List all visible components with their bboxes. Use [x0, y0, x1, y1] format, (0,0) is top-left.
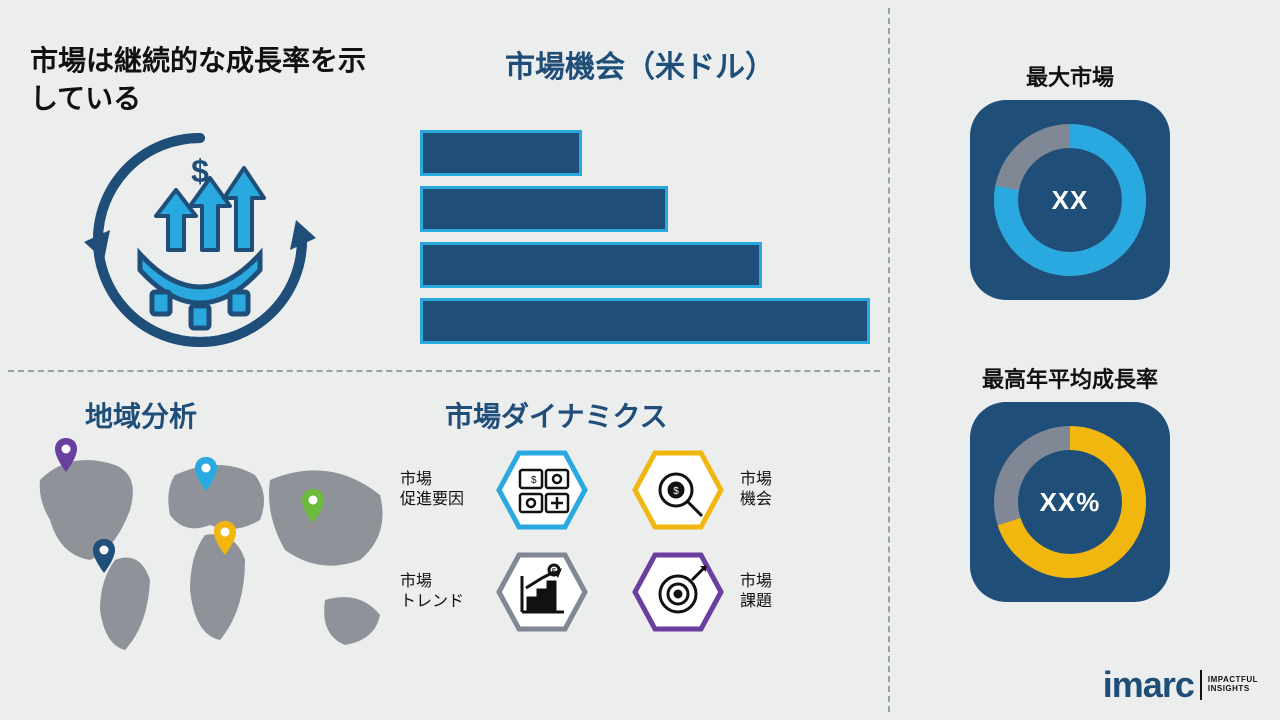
map-pin-icon: [302, 489, 324, 523]
vertical-divider: [888, 8, 890, 712]
horizontal-divider: [8, 370, 880, 372]
bar: [420, 130, 582, 176]
brand-logo: imarc IMPACTFUL INSIGHTS: [1103, 664, 1258, 706]
cagr-title: 最高年平均成長率: [940, 362, 1200, 394]
world-map: [20, 440, 400, 670]
svg-text:$: $: [552, 567, 557, 576]
bar: [420, 186, 668, 232]
dynamics-title: 市場ダイナミクス: [445, 395, 668, 435]
dynamics-label-challenge: 市場課題: [740, 572, 800, 612]
cagr-value: XX%: [1040, 487, 1101, 518]
largest-market-title: 最大市場: [940, 60, 1200, 92]
dynamics-label-drivers: 市場促進要因: [400, 470, 480, 510]
map-pin-icon: [93, 539, 115, 573]
dynamics-hex-drivers: $: [496, 450, 588, 530]
dynamics-label-trend: 市場トレンド: [400, 572, 480, 612]
bar: [420, 242, 762, 288]
dynamics-label-opportunity: 市場機会: [740, 470, 800, 510]
dynamics-grid: 市場促進要因 $ $ 市場機会 市場トレンド $ 市場課題: [400, 450, 880, 654]
svg-text:$: $: [673, 486, 679, 497]
logo-divider-icon: [1200, 670, 1202, 700]
dynamics-hex-trend: $: [496, 552, 588, 632]
dynamics-hex-challenge: [632, 552, 724, 632]
logo-tagline: IMPACTFUL INSIGHTS: [1208, 676, 1258, 694]
largest-market-tile: XX: [970, 100, 1170, 300]
logo-text: imarc: [1103, 664, 1194, 706]
svg-text:$: $: [531, 475, 537, 486]
dynamics-hex-opportunity: $: [632, 450, 724, 530]
cagr-tile: XX%: [970, 402, 1170, 602]
region-title: 地域分析: [85, 395, 197, 435]
bar: [420, 298, 870, 344]
growth-headline: 市場は継続的な成長率を示している: [30, 42, 380, 118]
map-pin-icon: [55, 438, 77, 472]
map-pin-icon: [195, 457, 217, 491]
largest-market-value: XX: [1052, 185, 1089, 216]
bar-chart-title: 市場機会（米ドル）: [420, 42, 860, 86]
growth-icon: $: [80, 120, 320, 360]
bar-chart: [420, 130, 870, 354]
map-pin-icon: [214, 521, 236, 555]
